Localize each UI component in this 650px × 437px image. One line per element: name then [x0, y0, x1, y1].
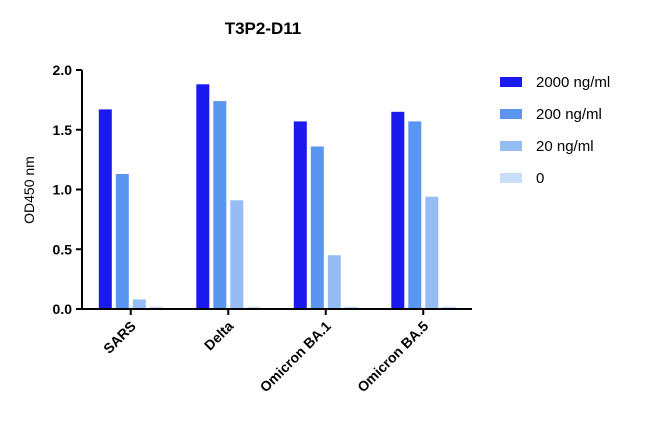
x-tick-label: Omicron BA.5 — [354, 318, 431, 395]
legend: 2000 ng/ml 200 ng/ml 20 ng/ml 0 — [500, 74, 610, 187]
y-tick-label: 0.5 — [53, 241, 73, 257]
y-axis-title: OD450 nm — [21, 156, 37, 224]
bar-omicron-ba-1-1 — [310, 146, 324, 309]
legend-swatch — [500, 173, 522, 183]
bar-delta-0 — [196, 84, 210, 309]
bar-sars-0 — [98, 109, 112, 310]
y-tick-label: 1.5 — [53, 122, 73, 138]
bar-omicron-ba-5-0 — [391, 111, 405, 309]
y-tick-label: 2.0 — [53, 62, 73, 78]
y-tick-label: 1.0 — [53, 182, 73, 198]
bar-omicron-ba-5-1 — [408, 121, 422, 310]
bar-delta-3 — [247, 306, 261, 309]
bar-omicron-ba-1-2 — [327, 255, 341, 309]
bar-sars-1 — [115, 174, 129, 309]
y-tick-label: 0.0 — [53, 301, 73, 317]
bar-omicron-ba-1-3 — [344, 306, 358, 309]
x-tick-label: Delta — [201, 318, 237, 354]
legend-label: 2000 ng/ml — [536, 74, 610, 91]
bar-sars-2 — [132, 299, 146, 309]
bar-omicron-ba-5-2 — [425, 196, 439, 309]
legend-swatch — [500, 109, 522, 119]
bar-omicron-ba-5-3 — [442, 306, 456, 309]
legend-label: 20 ng/ml — [536, 138, 594, 155]
legend-label: 200 ng/ml — [536, 106, 602, 123]
legend-swatch — [500, 141, 522, 151]
bar-omicron-ba-1-0 — [293, 121, 307, 310]
legend-label: 0 — [536, 170, 544, 187]
chart-title: T3P2-D11 — [225, 19, 302, 38]
x-tick-label: Omicron BA.1 — [257, 318, 334, 395]
x-tick-label: SARS — [100, 318, 139, 357]
bar-delta-2 — [230, 200, 244, 309]
bars-group — [98, 84, 456, 310]
bar-delta-1 — [213, 101, 227, 309]
legend-swatch — [500, 77, 522, 87]
bar-sars-3 — [149, 306, 163, 309]
